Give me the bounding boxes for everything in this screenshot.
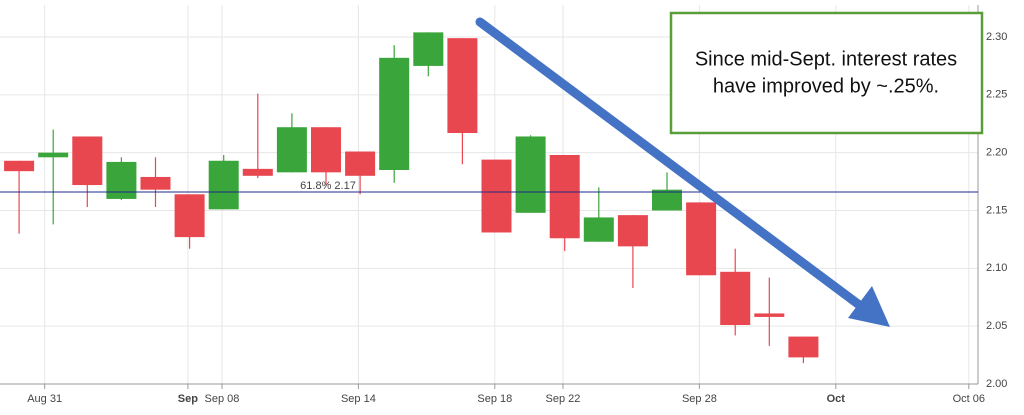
candle-body (38, 152, 69, 158)
annotation-line: have improved by ~.25%. (713, 75, 939, 97)
candle-body (481, 159, 512, 233)
x-tick-label: Sep 28 (682, 393, 717, 405)
candle-body (276, 127, 307, 173)
annotation-box: Since mid-Sept. interest rates have impr… (669, 11, 984, 135)
candle-body (106, 161, 137, 199)
x-tick-label: Sep 22 (546, 393, 581, 405)
candle-body (617, 215, 648, 247)
x-tick-label: Sep 18 (477, 393, 512, 405)
x-tick-label: Sep (178, 393, 198, 405)
y-tick-label: 2.00 (986, 378, 1007, 390)
candle-body (72, 136, 103, 186)
candle-body (720, 271, 751, 326)
candle-body (788, 336, 819, 358)
y-tick-label: 2.10 (986, 262, 1007, 274)
candle-body (583, 217, 614, 242)
y-tick-label: 2.20 (986, 147, 1007, 159)
candle-body (140, 176, 171, 190)
y-tick-label: 2.30 (986, 31, 1007, 43)
candle-body (447, 38, 478, 134)
y-tick-label: 2.25 (986, 89, 1007, 101)
candle-body (549, 154, 580, 239)
x-tick-label: Aug 31 (27, 393, 62, 405)
y-tick-label: 2.05 (986, 320, 1007, 332)
candle-body (686, 202, 717, 276)
reference-label: 61.8% 2.17 (300, 180, 356, 192)
x-tick-label: Oct (827, 393, 846, 405)
x-tick-label: Oct 06 (953, 393, 985, 405)
candle-body (208, 160, 239, 210)
annotation-line: Since mid-Sept. interest rates (695, 48, 957, 70)
candle-body (4, 160, 35, 172)
y-tick-label: 2.15 (986, 204, 1007, 216)
x-tick-label: Sep 08 (205, 393, 240, 405)
trend-arrow (475, 17, 890, 327)
candle-body (345, 151, 376, 176)
candle-body (413, 32, 444, 66)
candle-body (652, 189, 683, 211)
candle-body (379, 57, 410, 171)
candle-body (174, 194, 205, 238)
candle-body (515, 136, 546, 213)
candle-body (242, 168, 273, 176)
x-tick-label: Sep 14 (341, 393, 376, 405)
candle-body (310, 127, 342, 173)
candles: 61.8% 2.17 (0, 32, 978, 364)
candle-body (754, 313, 785, 317)
